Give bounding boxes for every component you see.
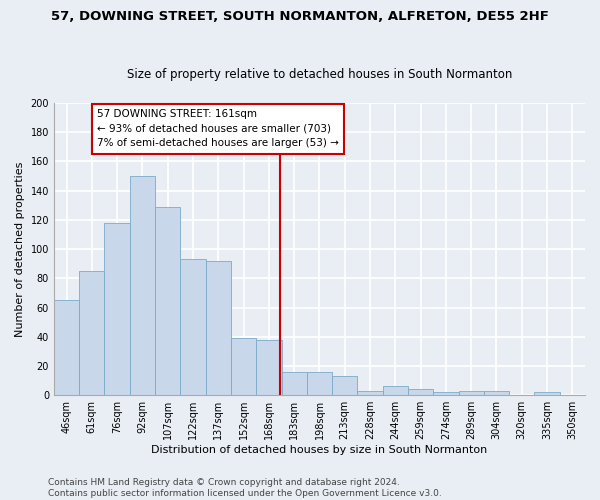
X-axis label: Distribution of detached houses by size in South Normanton: Distribution of detached houses by size … (151, 445, 488, 455)
Bar (231, 338, 256, 395)
Title: Size of property relative to detached houses in South Normanton: Size of property relative to detached ho… (127, 68, 512, 81)
Bar (181, 260, 206, 395)
Bar (458, 391, 484, 395)
Bar (535, 392, 560, 395)
Bar (130, 176, 155, 395)
Bar (307, 372, 332, 395)
Bar (104, 223, 130, 395)
Text: Contains HM Land Registry data © Crown copyright and database right 2024.
Contai: Contains HM Land Registry data © Crown c… (48, 478, 442, 498)
Text: 57, DOWNING STREET, SOUTH NORMANTON, ALFRETON, DE55 2HF: 57, DOWNING STREET, SOUTH NORMANTON, ALF… (51, 10, 549, 23)
Bar (206, 261, 231, 395)
Bar (54, 300, 79, 395)
Bar (332, 376, 358, 395)
Bar (484, 391, 509, 395)
Text: 57 DOWNING STREET: 161sqm
← 93% of detached houses are smaller (703)
7% of semi-: 57 DOWNING STREET: 161sqm ← 93% of detac… (97, 109, 339, 148)
Bar (155, 206, 181, 395)
Bar (281, 372, 307, 395)
Bar (79, 271, 104, 395)
Bar (256, 340, 281, 395)
Bar (408, 390, 433, 395)
Bar (383, 386, 408, 395)
Bar (358, 391, 383, 395)
Y-axis label: Number of detached properties: Number of detached properties (15, 162, 25, 337)
Bar (433, 392, 458, 395)
